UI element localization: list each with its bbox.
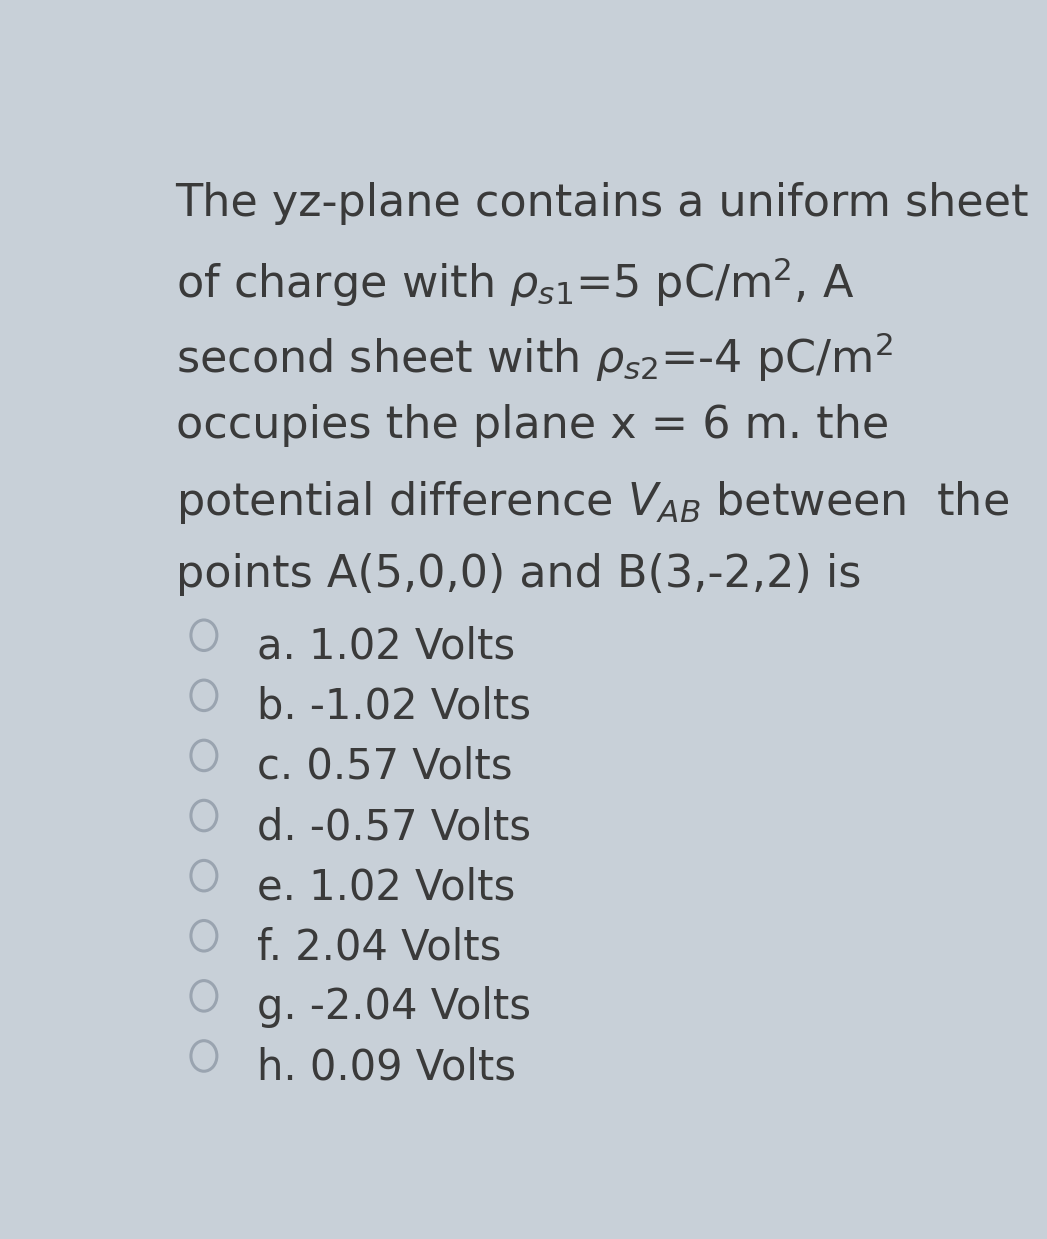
Text: potential difference $V_{AB}$ between  the: potential difference $V_{AB}$ between th… [176,478,1008,525]
Text: e. 1.02 Volts: e. 1.02 Volts [257,866,515,908]
Text: h. 0.09 Volts: h. 0.09 Volts [257,1047,515,1088]
Text: f. 2.04 Volts: f. 2.04 Volts [257,927,502,968]
Text: g. -2.04 Volts: g. -2.04 Volts [257,986,531,1028]
Text: occupies the plane x = 6 m. the: occupies the plane x = 6 m. the [176,404,889,447]
Text: of charge with $\rho_{s1}$=5 pC/m$^2$, A: of charge with $\rho_{s1}$=5 pC/m$^2$, A [176,255,853,310]
Text: points A(5,0,0) and B(3,-2,2) is: points A(5,0,0) and B(3,-2,2) is [176,553,861,596]
Text: d. -0.57 Volts: d. -0.57 Volts [257,807,531,847]
Text: a. 1.02 Volts: a. 1.02 Volts [257,626,515,668]
Text: c. 0.57 Volts: c. 0.57 Volts [257,746,512,788]
Text: The yz-plane contains a uniform sheet: The yz-plane contains a uniform sheet [176,182,1029,225]
Text: b. -1.02 Volts: b. -1.02 Volts [257,686,531,727]
Text: second sheet with $\rho_{s2}$=-4 pC/m$^2$: second sheet with $\rho_{s2}$=-4 pC/m$^2… [176,330,893,384]
